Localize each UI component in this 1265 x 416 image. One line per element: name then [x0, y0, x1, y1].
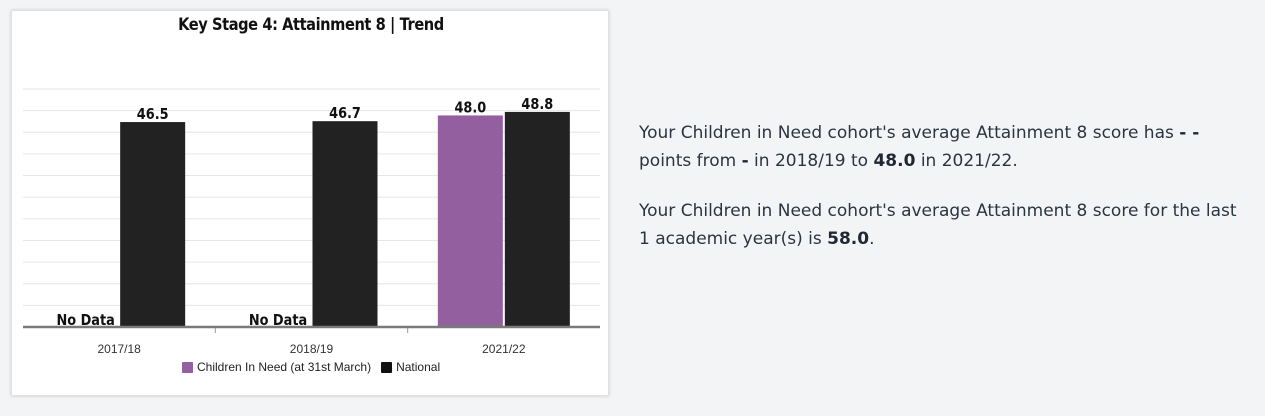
legend-item-children-in-need[interactable]: Children In Need (at 31st March): [182, 360, 371, 374]
bar: [312, 121, 378, 327]
summary-text-part: in 2021/22.: [915, 151, 1018, 171]
summary-average-value: 58.0: [827, 229, 870, 249]
data-label: 46.7: [329, 105, 361, 122]
chart-legend: Children In Need (at 31st March) Nationa…: [182, 360, 450, 374]
summary-text-part: Your Children in Need cohort's average A…: [639, 201, 1237, 249]
x-tick-label: 2017/18: [97, 342, 141, 356]
bar: [504, 111, 570, 327]
chart-title: Key Stage 4: Attainment 8 | Trend: [178, 15, 444, 35]
summary-paragraph-trend: Your Children in Need cohort's average A…: [639, 119, 1239, 175]
bar-chart: No Data 46.5 2017/18 No Data 46.7 2018/19 48.0…: [23, 88, 600, 356]
data-label: 46.5: [137, 106, 169, 123]
no-data-label: No Data: [56, 312, 114, 329]
summary-paragraph-average: Your Children in Need cohort's average A…: [639, 197, 1239, 253]
summary-text-part: Your Children in Need cohort's average A…: [639, 123, 1180, 143]
legend-item-national[interactable]: National: [381, 360, 440, 374]
bar: [120, 122, 186, 327]
bar: [437, 115, 503, 327]
summary-text-part: .: [869, 229, 875, 249]
data-label: 48.0: [454, 100, 486, 117]
summary-to-value: 48.0: [873, 151, 916, 171]
x-tick-label: 2021/22: [482, 342, 526, 356]
summary-text-part: in 2018/19 to: [748, 151, 874, 171]
legend-swatch-national: [381, 361, 393, 373]
data-label: 48.8: [521, 96, 553, 113]
legend-label-national: National: [396, 360, 441, 374]
legend-swatch-children-in-need: [182, 361, 193, 373]
summary-text-part: points from: [639, 151, 742, 171]
summary-text: Your Children in Need cohort's average A…: [639, 119, 1239, 275]
no-data-label: No Data: [249, 312, 307, 329]
legend-label-children-in-need: Children In Need (at 31st March): [197, 360, 372, 374]
chart-card: Key Stage 4: Attainment 8 | Trend No Dat…: [11, 10, 609, 396]
summary-change-value: - -: [1179, 123, 1200, 143]
x-tick-label: 2018/19: [290, 342, 334, 356]
summary-from-value: -: [741, 151, 749, 171]
